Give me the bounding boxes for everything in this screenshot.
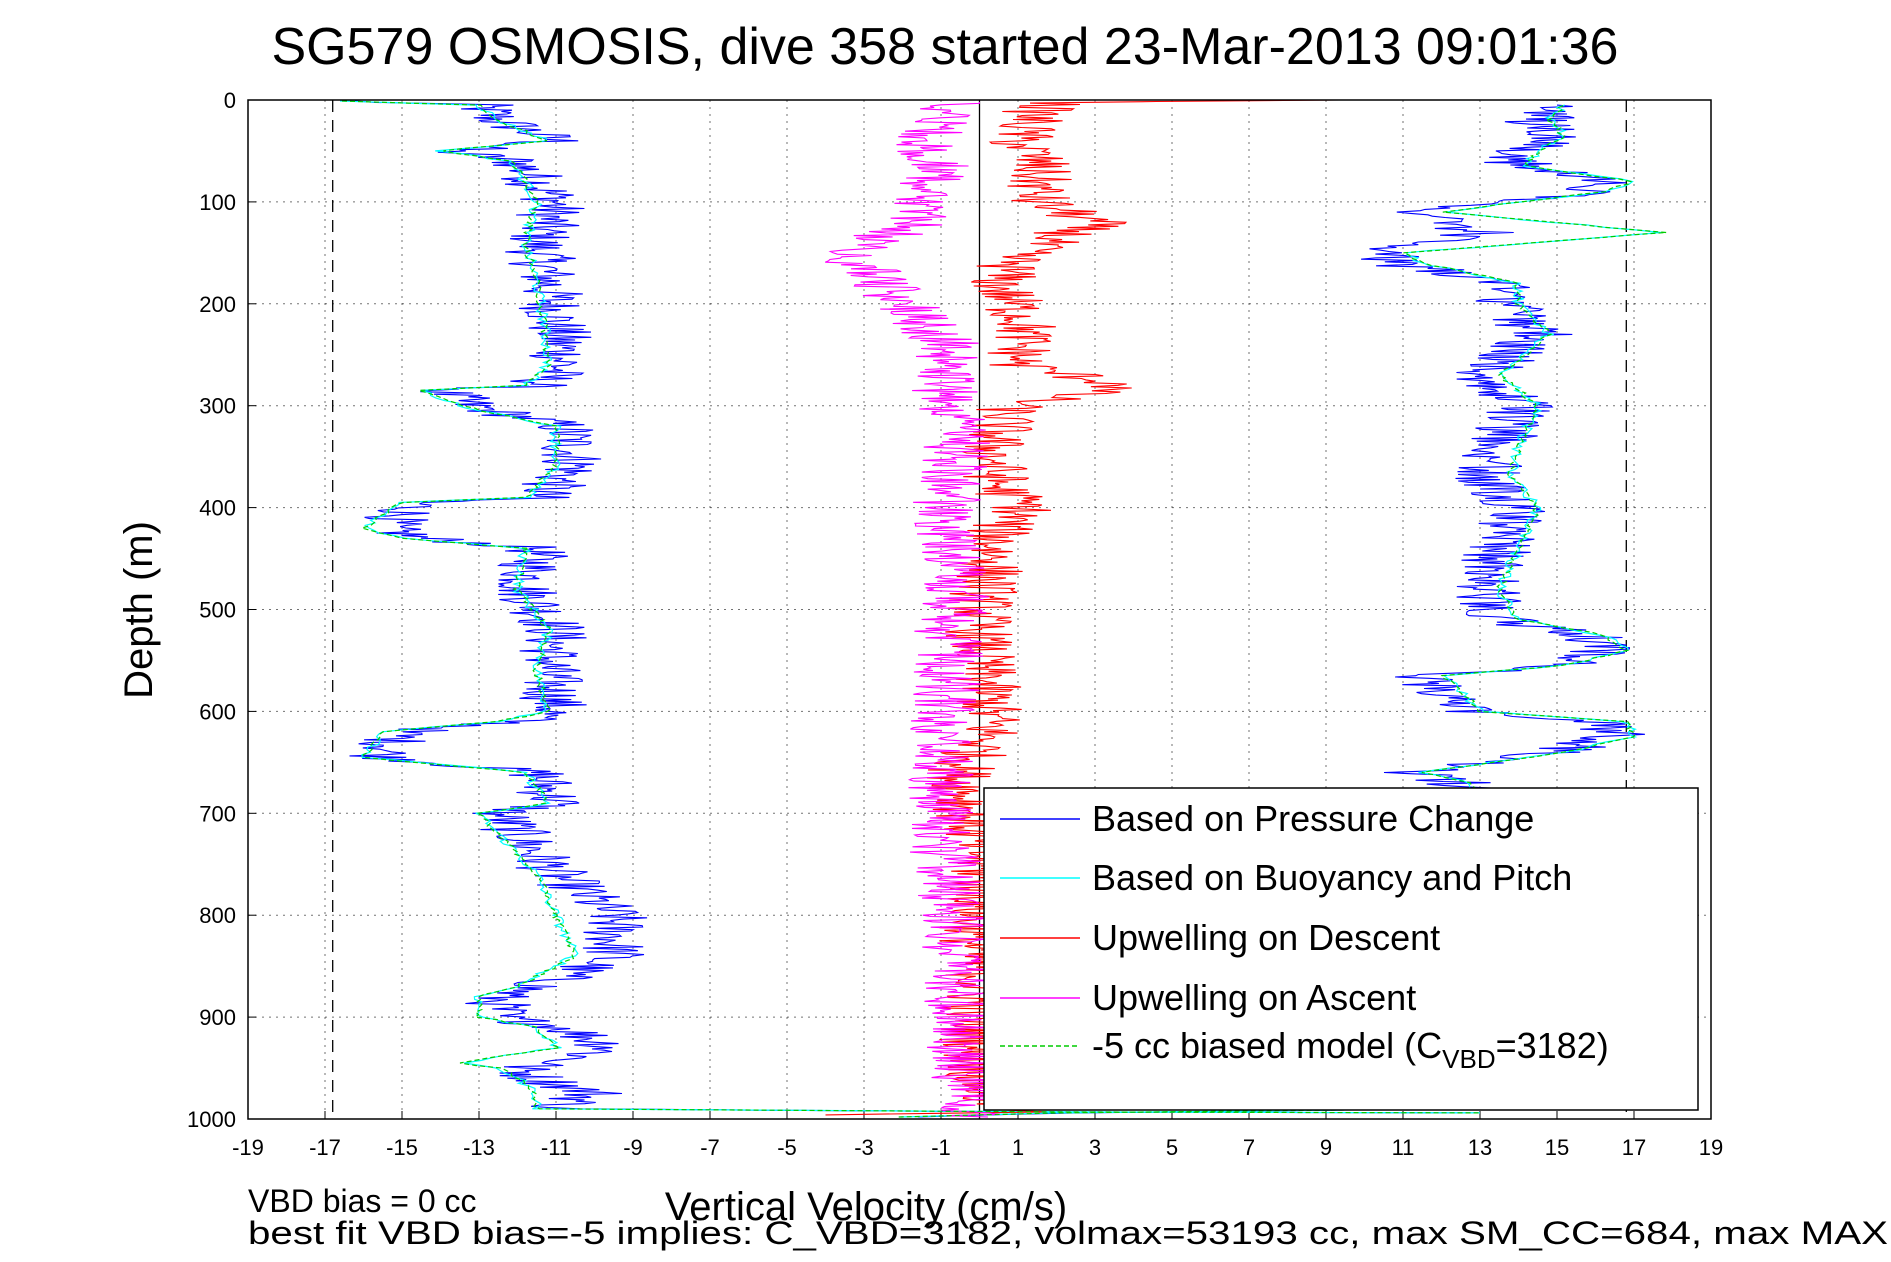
x-tick-label: -5 <box>777 1135 797 1160</box>
plot-frame <box>247 99 1712 1120</box>
series-line-upwelling-on-descent <box>825 99 1339 1116</box>
legend-label: Upwelling on Descent <box>1092 917 1440 958</box>
x-tick-label: 7 <box>1243 1135 1255 1160</box>
legend-label: Based on Pressure Change <box>1092 798 1534 839</box>
y-tick-label: 800 <box>199 903 236 928</box>
x-tick-label: -17 <box>309 1135 341 1160</box>
legend-entries: Based on Pressure Change Based on Buoyanc… <box>1000 798 1609 1074</box>
x-tick-label: -7 <box>700 1135 720 1160</box>
x-tick-label: -9 <box>623 1135 643 1160</box>
y-tick-label: 1000 <box>187 1107 236 1132</box>
y-tick-label: 100 <box>199 190 236 215</box>
series-line-upwelling-on-ascent <box>824 101 1001 1118</box>
series-line-based-on-buoyancy-and-pitch-descent <box>339 100 1481 1114</box>
x-tick-label: -13 <box>463 1135 495 1160</box>
x-tick-label: -1 <box>931 1135 951 1160</box>
y-axis-label: Depth (m) <box>117 521 161 699</box>
x-tick-label: 15 <box>1545 1135 1569 1160</box>
y-tick-label: 200 <box>199 292 236 317</box>
y-tick-label: 300 <box>199 394 236 419</box>
y-tick-label: 600 <box>199 699 236 724</box>
x-tick-label: -15 <box>386 1135 418 1160</box>
x-tick-label: -19 <box>232 1135 264 1160</box>
y-tick-label: 700 <box>199 801 236 826</box>
x-tick-label: 5 <box>1166 1135 1178 1160</box>
y-tick-label: 0 <box>224 88 236 113</box>
x-tick-label: 9 <box>1320 1135 1332 1160</box>
x-tick-label: 3 <box>1089 1135 1101 1160</box>
legend-box <box>983 787 1699 1111</box>
y-tick-labels: 0 100 200 300 400 500 600 700 800 900 1000 <box>187 88 236 1132</box>
y-tick-label: 400 <box>199 496 236 521</box>
y-tick-label: 900 <box>199 1005 236 1030</box>
x-tick-label: 19 <box>1699 1135 1723 1160</box>
x-tick-label: 11 <box>1392 1135 1415 1160</box>
x-tick-label: 1 <box>1012 1135 1024 1160</box>
x-tick-label: -3 <box>854 1135 874 1160</box>
x-tick-labels: -19 -17 -15 -13 -11 -9 -7 -5 -3 -1 1 3 5 7 9 11 13 15 17 19 <box>232 1135 1723 1160</box>
series-line-5-cc-biased-model-c-vbd-3182-descent <box>341 100 1481 1114</box>
legend-label: Upwelling on Ascent <box>1092 977 1416 1018</box>
chart-title: SG579 OSMOSIS, dive 358 started 23-Mar-2… <box>272 18 1619 76</box>
y-tick-label: 500 <box>199 598 236 623</box>
x-axis-label: Vertical Velocity (cm/s) <box>665 1185 1067 1229</box>
legend-label: Based on Buoyancy and Pitch <box>1092 857 1572 898</box>
footer-bias-note: VBD bias = 0 cc <box>248 1183 477 1219</box>
x-tick-label: -11 <box>541 1135 571 1160</box>
x-tick-label: 13 <box>1468 1135 1492 1160</box>
legend: Based on Pressure Change Based on Buoyanc… <box>983 787 1699 1111</box>
footer-fit-note: best fit VBD bias=-5 implies: C_VBD=3182… <box>248 1215 1888 1251</box>
legend-label: -5 cc biased model (CVBD=3182) <box>1092 1025 1609 1074</box>
x-tick-label: 17 <box>1622 1135 1646 1160</box>
